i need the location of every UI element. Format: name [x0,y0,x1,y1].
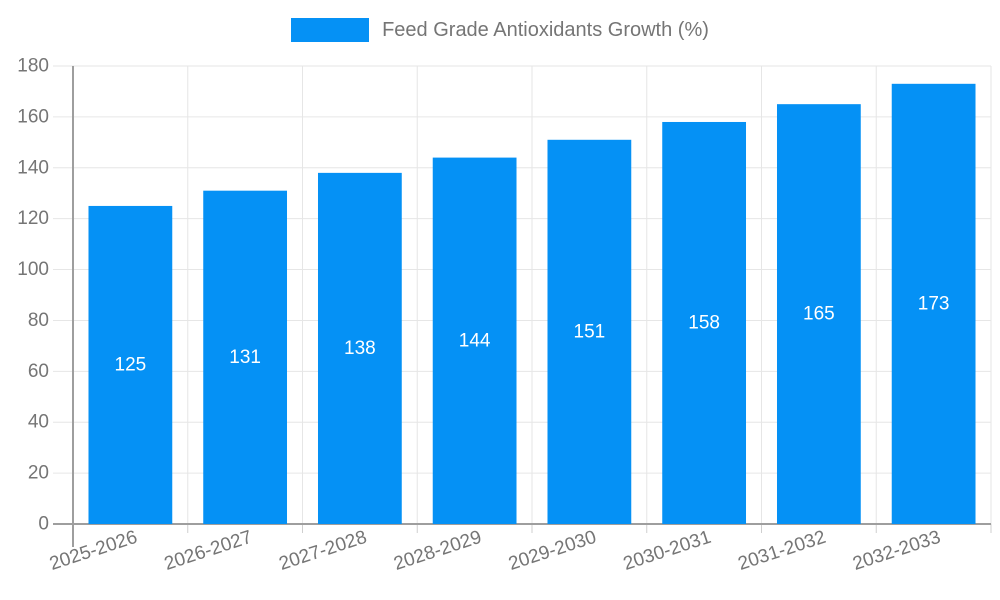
legend-item[interactable]: Feed Grade Antioxidants Growth (%) [291,18,709,42]
bar [662,121,747,524]
y-tick-label: 60 [28,361,49,382]
x-category-label: 2032-2033 [850,527,943,575]
y-tick-label: 180 [17,56,49,77]
bar-value-label: 138 [344,338,376,359]
bar-value-label: 144 [459,330,491,351]
y-tick-label: 40 [28,412,49,433]
x-category-label: 2027-2028 [277,527,370,575]
bar [776,104,861,525]
bar-value-label: 131 [229,347,261,368]
x-category-label: 2025-2026 [47,527,140,575]
bar [317,172,402,524]
bar [891,83,976,525]
y-tick-label: 80 [28,310,49,331]
bar-value-label: 158 [688,312,720,333]
bar [203,190,288,524]
x-category-label: 2031-2032 [736,527,829,575]
legend-label: Feed Grade Antioxidants Growth (%) [382,18,709,41]
x-category-label: 2026-2027 [162,527,255,575]
legend-swatch-icon [291,18,370,42]
y-tick-label: 140 [17,157,49,178]
bar-value-label: 151 [574,321,606,342]
y-tick-label: 120 [17,208,49,229]
bar-value-label: 173 [918,293,950,314]
y-tick-label: 0 [38,514,49,535]
bar [88,205,173,524]
bar-value-label: 125 [115,354,147,375]
bar [432,157,517,524]
x-category-label: 2028-2029 [391,527,484,575]
y-tick-label: 160 [17,106,49,127]
bar [547,139,632,525]
y-tick-label: 100 [17,259,49,280]
chart-legend: Feed Grade Antioxidants Growth (%) [0,18,1000,42]
bar-value-label: 165 [803,304,835,325]
y-tick-label: 20 [28,463,49,484]
x-category-label: 2030-2031 [621,527,714,575]
x-category-label: 2029-2030 [506,527,599,575]
